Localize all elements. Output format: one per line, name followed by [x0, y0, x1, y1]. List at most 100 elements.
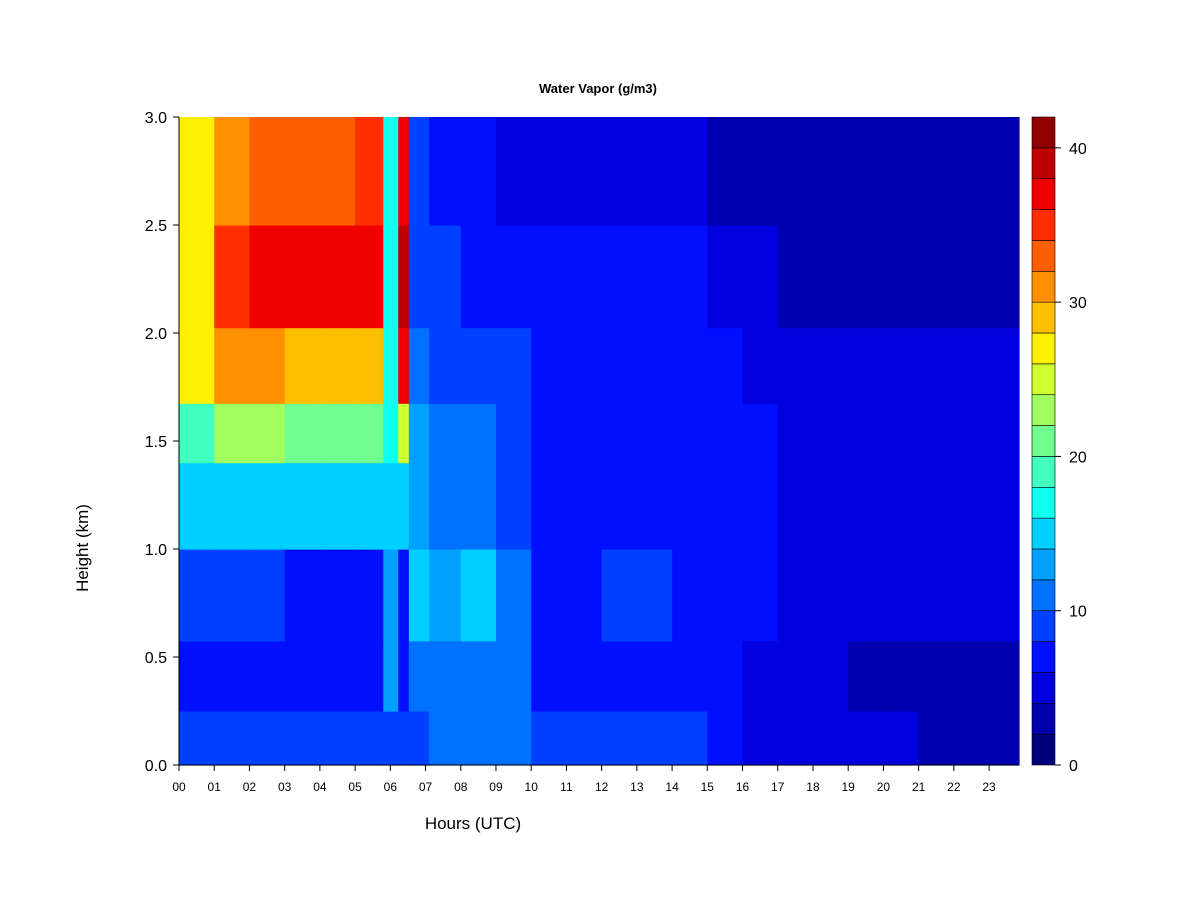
colorbar-tick-label: 30 — [1069, 295, 1087, 312]
heatmap-cell — [601, 711, 638, 766]
heatmap-cell — [707, 549, 744, 642]
heatmap-cell — [495, 711, 532, 766]
heatmap-cell — [848, 225, 884, 329]
heatmap-cell — [319, 549, 356, 642]
heatmap-cell — [179, 225, 215, 329]
heatmap-cell — [284, 403, 321, 464]
heatmap-cell — [777, 403, 814, 464]
x-tick-label: 23 — [982, 780, 996, 794]
heatmap-cell — [636, 711, 673, 766]
heatmap-cell — [383, 549, 399, 642]
x-tick-label: 11 — [560, 780, 573, 794]
y-tick-label: 1.0 — [145, 542, 167, 559]
x-axis: 00 01 02 03 04 05 06 07 08 09 10 11 12 13 14 15 16 17 18 19… — [172, 764, 1019, 794]
x-tick-label: 00 — [172, 780, 186, 794]
heatmap-cell — [398, 640, 410, 712]
x-tick-label: 06 — [384, 780, 398, 794]
heatmap-cell — [383, 711, 399, 766]
heatmap-cell — [672, 640, 708, 712]
heatmap-cell — [742, 640, 779, 712]
heatmap-cell — [601, 462, 638, 550]
heatmap-cell — [918, 403, 955, 464]
heatmap-cell — [777, 549, 814, 642]
y-tick-label: 3.0 — [145, 110, 167, 127]
heatmap-cell — [383, 403, 399, 464]
heatmap-cell — [429, 711, 462, 766]
heatmap-cell — [460, 640, 497, 712]
heatmap-cell — [672, 225, 708, 329]
heatmap-cell — [249, 640, 286, 712]
x-axis-label: Hours (UTC) — [425, 814, 521, 833]
y-tick-label: 2.5 — [145, 218, 167, 235]
heatmap-cell — [398, 462, 410, 550]
heatmap-cell — [531, 462, 568, 550]
heatmap-cell — [531, 711, 568, 766]
heatmap-cell — [742, 327, 779, 404]
colorbar-segment — [1031, 702, 1056, 735]
heatmap-cell — [214, 549, 251, 642]
heatmap-cell — [429, 462, 462, 550]
heatmap-cell — [179, 462, 215, 550]
heatmap-cell — [214, 403, 251, 464]
y-axis: 0.0 0.5 1.0 1.5 2.0 2.5 3.0 — [145, 110, 180, 775]
heatmap-cell — [566, 117, 603, 226]
heatmap-cell — [989, 640, 1020, 712]
heatmap-cell — [672, 327, 708, 404]
x-tick-label: 20 — [877, 780, 891, 794]
heatmap-cell — [179, 117, 215, 226]
heatmap-cell — [672, 403, 708, 464]
heatmap-cell — [989, 225, 1020, 329]
x-tick-label: 18 — [806, 780, 820, 794]
heatmap-cell — [953, 711, 990, 766]
heatmap-cell — [495, 225, 532, 329]
heatmap-cell — [460, 225, 497, 329]
heatmap-cell — [707, 327, 744, 404]
heatmap-cell — [319, 711, 356, 766]
heatmap-cell — [566, 549, 603, 642]
x-tick-label: 08 — [454, 780, 468, 794]
heatmap-cell — [284, 117, 321, 226]
heatmap-cell — [672, 462, 708, 550]
heatmap-cell — [214, 711, 251, 766]
y-tick-label: 1.5 — [145, 434, 167, 451]
colorbar-segment — [1031, 394, 1056, 426]
x-tick-label: 02 — [243, 780, 257, 794]
heatmap-cell — [636, 403, 673, 464]
heatmap-cell — [636, 225, 673, 329]
colorbar-segment — [1031, 270, 1056, 303]
x-tick-label: 05 — [348, 780, 362, 794]
heatmap-cell — [883, 327, 920, 404]
heatmap-cell — [777, 117, 814, 226]
x-tick-label: 14 — [665, 780, 679, 794]
heatmap-cell — [707, 225, 744, 329]
heatmap-cell — [179, 711, 215, 766]
heatmap-cell — [989, 327, 1020, 404]
heatmap-cell — [319, 327, 356, 404]
heatmap-cell — [812, 117, 849, 226]
colorbar-tick-label: 0 — [1069, 758, 1078, 775]
heatmap-plot-area — [179, 117, 1020, 766]
heatmap-cell — [495, 640, 532, 712]
colorbar-segment — [1031, 641, 1056, 673]
heatmap-cell — [707, 462, 744, 550]
heatmap-cell — [672, 117, 708, 226]
heatmap-cell — [918, 462, 955, 550]
heatmap-cell — [355, 403, 384, 464]
heatmap-cell — [601, 117, 638, 226]
heatmap-cell — [707, 117, 744, 226]
heatmap-cell — [812, 327, 849, 404]
x-tick-label: 09 — [489, 780, 503, 794]
x-tick-label: 07 — [419, 780, 433, 794]
heatmap-cell — [636, 327, 673, 404]
heatmap-cell — [249, 117, 286, 226]
heatmap-cell — [848, 403, 884, 464]
heatmap-cell — [812, 462, 849, 550]
colorbar-segment — [1031, 147, 1056, 180]
x-tick-label: 17 — [771, 780, 785, 794]
heatmap-cell — [601, 225, 638, 329]
heatmap-cell — [566, 640, 603, 712]
x-tick-label: 01 — [208, 780, 222, 794]
heatmap-cell — [355, 225, 384, 329]
heatmap-cell — [495, 403, 532, 464]
heatmap-cell — [408, 462, 430, 550]
